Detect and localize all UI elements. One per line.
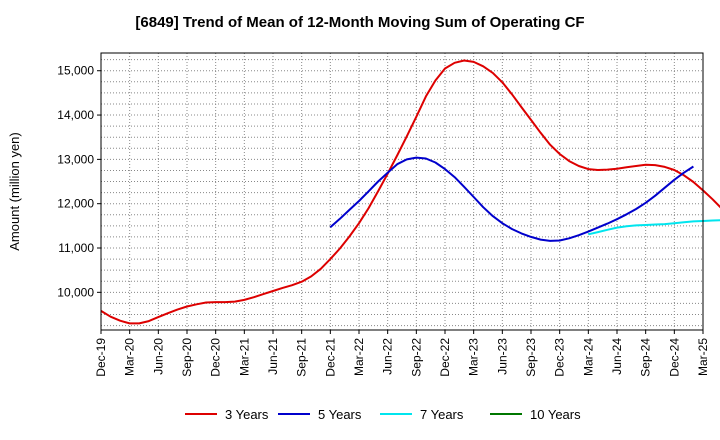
x-tick-label: Dec-20 — [209, 338, 223, 377]
x-tick-label: Mar-22 — [352, 338, 366, 376]
x-tick-label: Jun-22 — [381, 338, 395, 375]
y-axis-label: Amount (million yen) — [7, 132, 22, 251]
series-line — [100, 59, 720, 325]
chart-title: [6849] Trend of Mean of 12-Month Moving … — [135, 14, 585, 31]
x-tick-label: Sep-24 — [639, 338, 653, 377]
legend-label: 7 Years — [420, 407, 464, 422]
x-tick-label: Dec-24 — [667, 338, 681, 377]
grid-layer — [100, 53, 704, 330]
x-tick-label: Sep-22 — [409, 338, 423, 377]
x-tick-label: Jun-21 — [266, 338, 280, 375]
axis-layer: 10,000 11,000 12,000 13,000 14,000 15,000 Dec-… — [7, 52, 710, 377]
series-layer — [100, 59, 720, 325]
x-tick-label: Mar-23 — [467, 338, 481, 376]
x-tick-label: Mar-21 — [237, 338, 251, 376]
x-tick-label: Dec-19 — [94, 338, 108, 377]
y-tick-label: 10,000 — [57, 285, 94, 299]
y-tick-label: 14,000 — [57, 108, 94, 122]
series-line — [329, 156, 694, 242]
x-tick-label: Sep-21 — [295, 338, 309, 377]
y-tick-label: 15,000 — [57, 64, 94, 78]
legend-label: 5 Years — [318, 407, 362, 422]
legend-label: 3 Years — [225, 407, 269, 422]
x-tick-label: Dec-23 — [553, 338, 567, 377]
x-tick-label: Mar-25 — [696, 338, 710, 376]
x-tick-label: Mar-20 — [123, 338, 137, 376]
y-tick-label: 11,000 — [58, 241, 94, 255]
legend-label: 10 Years — [530, 407, 581, 422]
x-tick-label: Jun-20 — [151, 338, 165, 375]
series-line — [588, 219, 720, 236]
plot-frame — [100, 52, 704, 331]
x-tick-label: Sep-20 — [180, 338, 194, 377]
x-tick-label: Jun-23 — [495, 338, 509, 375]
y-tick-label: 12,000 — [57, 197, 94, 211]
x-tick-label: Sep-23 — [524, 338, 538, 377]
x-tick-label: Mar-24 — [581, 338, 595, 376]
plot-area — [101, 53, 703, 330]
x-tick-label: Dec-22 — [438, 338, 452, 377]
x-tick-label: Jun-24 — [610, 338, 624, 375]
legend: 3 Years 5 Years 7 Years 10 Years — [185, 407, 581, 422]
y-tick-label: 13,000 — [57, 152, 94, 166]
x-tick-label: Dec-21 — [323, 338, 337, 377]
